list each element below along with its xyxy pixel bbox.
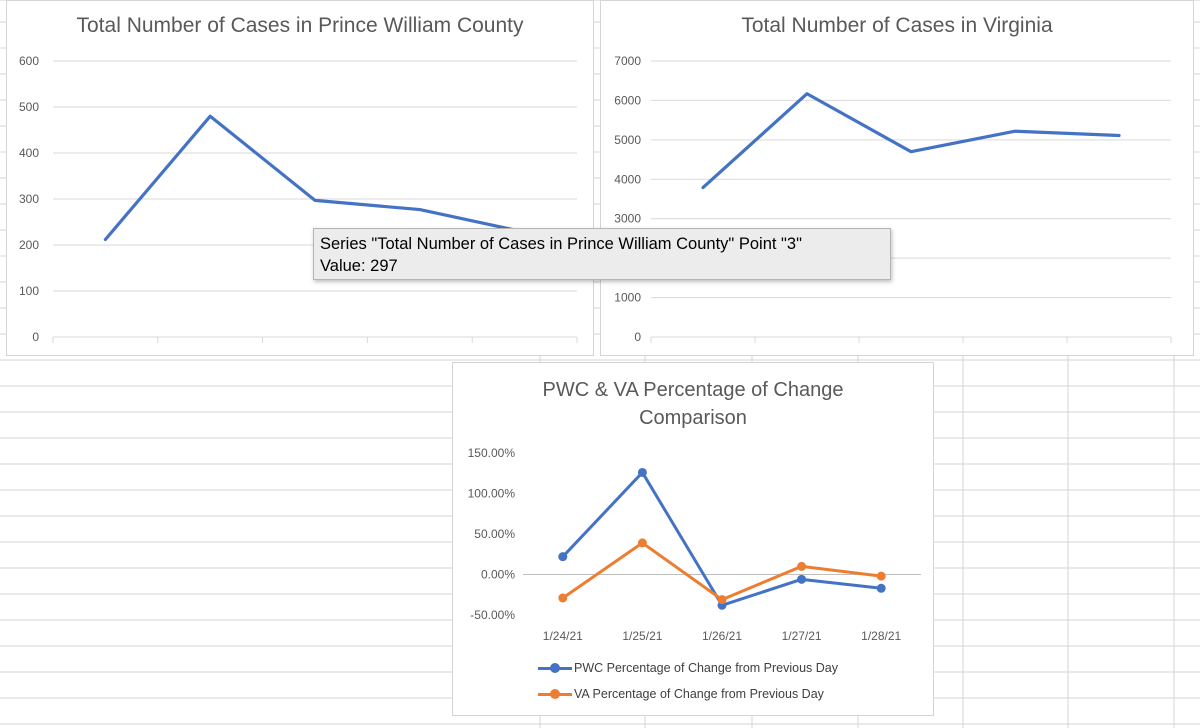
- x-tick-label: 1/28/21: [861, 629, 901, 643]
- x-tick-label: 1/25/21: [622, 629, 662, 643]
- chart-title-line-2: Comparison: [639, 407, 747, 429]
- series-line: [701, 92, 1121, 190]
- y-tick-label: -50.00%: [470, 608, 515, 622]
- series-line: [103, 114, 527, 242]
- chart-title: Total Number of Cases in Virginia: [741, 14, 1053, 37]
- y-tick-label: 0: [32, 330, 39, 344]
- data-point-marker: [797, 574, 807, 584]
- y-tick-label: 50.00%: [474, 527, 515, 541]
- data-point-marker: [876, 583, 886, 593]
- series-line-pwc: [561, 470, 882, 607]
- legend-entry-pwc[interactable]: PWC Percentage of Change from Previous D…: [538, 661, 838, 675]
- y-tick-label: 0.00%: [481, 568, 515, 582]
- y-tick-label: 300: [19, 192, 39, 206]
- y-tick-label: 600: [19, 54, 39, 68]
- y-tick-label: 7000: [614, 54, 641, 68]
- data-point-tooltip: Series "Total Number of Cases in Prince …: [313, 228, 891, 280]
- y-tick-label: 100.00%: [468, 487, 516, 501]
- y-tick-label: 400: [19, 146, 39, 160]
- data-point-marker: [558, 552, 568, 562]
- data-point-marker: [637, 538, 647, 548]
- data-point-marker: [876, 571, 886, 581]
- legend-swatch-orange: [538, 688, 572, 700]
- y-tick-label: 100: [19, 284, 39, 298]
- y-tick-label: 500: [19, 100, 39, 114]
- data-point-marker: [637, 467, 647, 477]
- x-tick-label: 1/27/21: [782, 629, 822, 643]
- x-tick-label: 1/26/21: [702, 629, 742, 643]
- data-point-marker: [797, 561, 807, 571]
- y-tick-label: 4000: [614, 172, 641, 186]
- x-tick-label: 1/24/21: [543, 629, 583, 643]
- y-tick-label: 3000: [614, 212, 641, 226]
- chart-va-total-cases[interactable]: Total Number of Cases in Virginia 7000 60…: [600, 0, 1194, 356]
- data-point-marker: [717, 595, 727, 605]
- legend-label: VA Percentage of Change from Previous Da…: [574, 687, 824, 701]
- chart-pct-plot[interactable]: 150.00% 100.00% 50.00% 0.00% -50.00% 1/24/21 1…: [453, 363, 935, 717]
- legend-entry-va[interactable]: VA Percentage of Change from Previous Da…: [538, 687, 824, 701]
- y-tick-label: 6000: [614, 93, 641, 107]
- series-line-va: [561, 541, 882, 602]
- chart-pwc-total-cases[interactable]: Total Number of Cases in Prince William …: [6, 0, 594, 356]
- chart-percentage-change[interactable]: PWC & VA Percentage of Change Comparison…: [452, 362, 934, 716]
- y-tick-label: 150.00%: [468, 446, 516, 460]
- legend-label: PWC Percentage of Change from Previous D…: [574, 661, 839, 675]
- y-tick-label: 5000: [614, 133, 641, 147]
- tooltip-series-line: Series "Total Number of Cases in Prince …: [320, 235, 802, 253]
- y-tick-label: 0: [634, 330, 641, 344]
- chart-va-plot[interactable]: 70006000500040003000200010000: [601, 1, 1195, 357]
- chart-title-line-1: PWC & VA Percentage of Change: [542, 379, 844, 401]
- legend-swatch-blue: [538, 662, 572, 674]
- data-point-marker: [558, 593, 568, 603]
- chart-pwc-plot[interactable]: 600 500 400 300 200 100 0: [7, 1, 595, 357]
- y-tick-label: 1000: [614, 291, 641, 305]
- y-tick-label: 200: [19, 238, 39, 252]
- chart-title: Total Number of Cases in Prince William …: [76, 14, 524, 37]
- tooltip-value-line: Value: 297: [320, 257, 398, 275]
